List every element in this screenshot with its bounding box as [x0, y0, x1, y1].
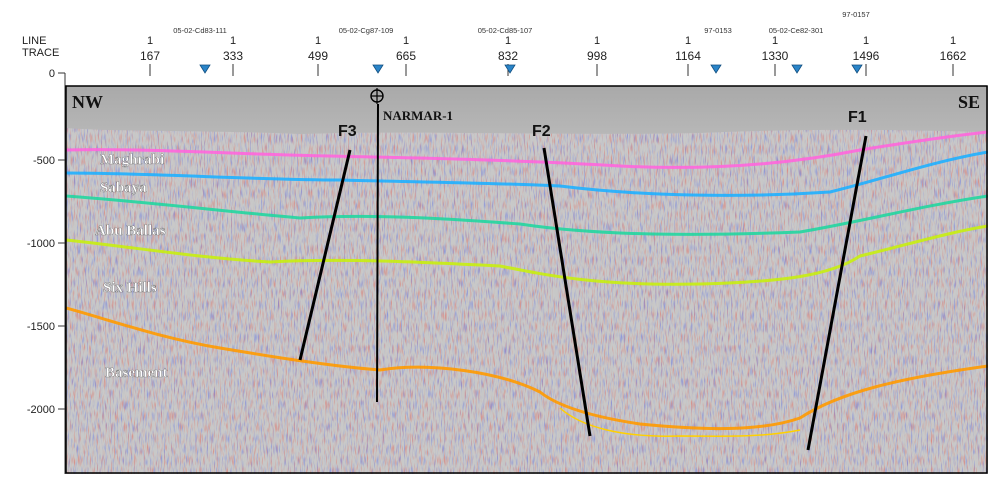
- fault-label: F1: [848, 109, 867, 126]
- trace-tick-label: 499: [308, 49, 328, 63]
- trace-tick-label: 1330: [762, 49, 789, 63]
- horizon-line: [66, 194, 988, 236]
- horizon-line: [66, 306, 988, 431]
- surface-blank-zone: [66, 86, 988, 134]
- line-tick-label: 1: [147, 35, 153, 47]
- line-label: LINE: [22, 35, 46, 47]
- horizon-label: Six Hills: [103, 280, 157, 296]
- trace-tick-label: 333: [223, 49, 243, 63]
- line-tick-label: 1: [685, 35, 691, 47]
- trace-tick-label: 665: [396, 49, 416, 63]
- line-tick-label: 1: [505, 35, 511, 47]
- tie-line-marker-icon: [199, 64, 211, 74]
- section-labels: NW SE NARMAR-1 F3 F2 F1 Maghrabi Sabaya Abu Ball…: [72, 88, 980, 381]
- trace-tick-label: 1164: [675, 49, 701, 63]
- tie-line-label: 97-0153: [704, 26, 732, 35]
- trace-tick-label: 167: [140, 49, 160, 63]
- tie-line-marker-icon: [710, 64, 722, 74]
- basement-secondary-line: [559, 407, 801, 437]
- tie-line-marker-icon: [372, 64, 384, 74]
- fault-line-f2: [542, 147, 592, 437]
- depth-tick-label: -1500: [27, 321, 55, 333]
- trace-tick-label: 1662: [940, 49, 967, 63]
- line-tick-label: 1: [230, 35, 236, 47]
- tie-line-label: 05-02-Cg87-109: [339, 26, 394, 35]
- trace-tick-label: 1496: [853, 49, 880, 63]
- line-tick-label: 1: [403, 35, 409, 47]
- trace-tick-label: 832: [498, 49, 518, 63]
- tie-line-marker-icon: [851, 64, 863, 74]
- line-tick-label: 1: [772, 35, 778, 47]
- horizon-line: [66, 224, 988, 286]
- depth-tick-label: -500: [33, 155, 55, 167]
- depth-tick-label: -2000: [27, 404, 55, 416]
- tie-line-label: 97-0157: [842, 10, 870, 19]
- well-name-label: NARMAR-1: [383, 108, 453, 123]
- section-frame: [65, 85, 988, 474]
- fault-lines: [298, 103, 868, 451]
- tie-line-marker-icon: [791, 64, 803, 74]
- tie-line-label: 05-02-Ce82-301: [769, 26, 824, 35]
- se-direction-label: SE: [958, 92, 980, 112]
- horizon-line: [66, 130, 988, 169]
- nw-direction-label: NW: [72, 92, 103, 112]
- line-tick-label: 1: [950, 35, 956, 47]
- horizon-label: Abu Ballas: [95, 223, 166, 239]
- seismic-section: [66, 86, 988, 474]
- line-tick-label: 1: [594, 35, 600, 47]
- depth-axis: 0 -500 -1000 -1500 -2000: [27, 68, 66, 474]
- header-background: [0, 0, 988, 86]
- trace-label: TRACE: [22, 47, 59, 59]
- fault-label: F2: [532, 123, 551, 140]
- line-tick-label: 1: [315, 35, 321, 47]
- depth-tick-label: 0: [49, 68, 55, 80]
- trace-tick-label: 998: [587, 49, 607, 63]
- fault-label: F3: [338, 123, 357, 140]
- horizon-label: Sabaya: [100, 180, 147, 196]
- horizon-label: Maghrabi: [100, 152, 164, 168]
- line-tick-label: 1: [863, 35, 869, 47]
- tie-line-marker-icon: [504, 64, 516, 74]
- well-trajectory-line: [376, 103, 379, 403]
- depth-tick-label: -1000: [27, 238, 55, 250]
- horizon-label: Basement: [105, 365, 168, 381]
- tie-line-label: 05-02-Cd85-107: [478, 26, 533, 35]
- tie-line-label: 05-02-Cd83-111: [173, 26, 227, 35]
- fault-line-f1: [806, 135, 868, 451]
- fault-line-f3: [298, 149, 352, 361]
